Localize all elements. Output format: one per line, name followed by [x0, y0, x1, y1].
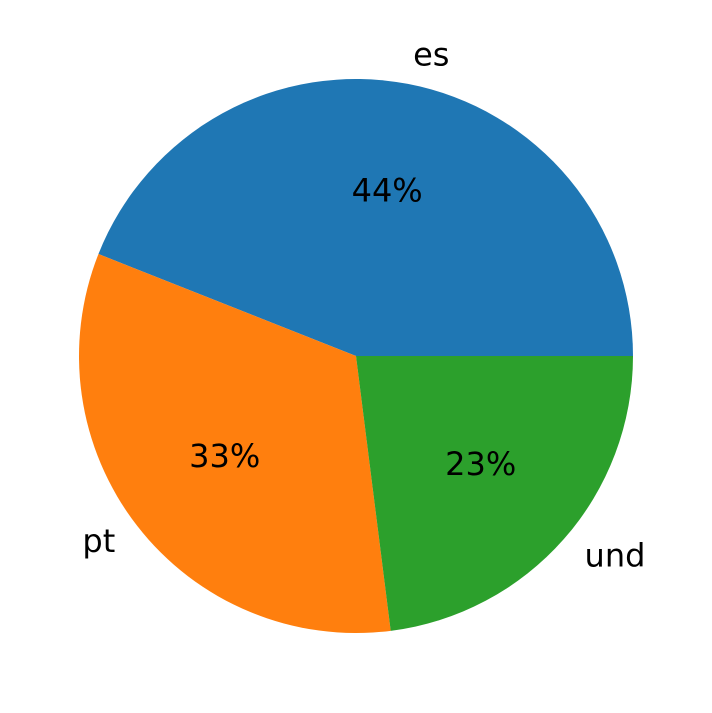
- slice-label: und: [585, 537, 646, 575]
- pie-slice: [98, 78, 634, 356]
- percent-label: 44%: [352, 172, 423, 210]
- pie-slice: [356, 356, 633, 631]
- pie-slice: [78, 254, 391, 634]
- percent-label: 33%: [189, 437, 260, 475]
- slice-label: pt: [82, 522, 115, 560]
- percent-label: 23%: [445, 445, 516, 483]
- slice-label: es: [413, 36, 449, 74]
